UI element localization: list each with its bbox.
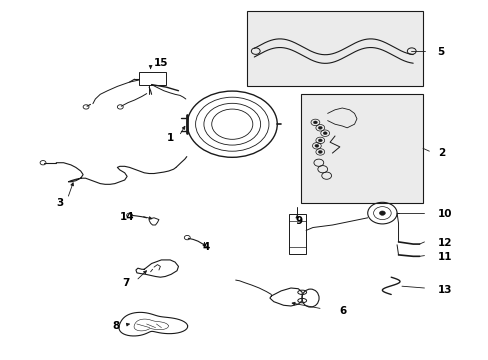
Text: 2: 2 bbox=[437, 148, 444, 158]
Text: 7: 7 bbox=[122, 278, 129, 288]
Text: 14: 14 bbox=[120, 212, 134, 222]
Bar bbox=[300, 94, 422, 203]
Circle shape bbox=[379, 211, 385, 215]
Circle shape bbox=[323, 132, 326, 135]
Circle shape bbox=[313, 121, 317, 124]
Text: 10: 10 bbox=[437, 209, 451, 219]
Circle shape bbox=[314, 144, 318, 147]
Text: 11: 11 bbox=[437, 252, 451, 262]
Text: 8: 8 bbox=[112, 321, 120, 331]
Circle shape bbox=[318, 150, 322, 153]
Circle shape bbox=[318, 126, 322, 129]
Text: 15: 15 bbox=[154, 58, 168, 68]
Text: 9: 9 bbox=[295, 216, 303, 226]
Bar bbox=[139, 72, 166, 85]
Circle shape bbox=[318, 139, 322, 142]
Text: 5: 5 bbox=[437, 47, 444, 57]
Text: 13: 13 bbox=[437, 285, 451, 295]
Bar bbox=[246, 11, 422, 86]
Text: 6: 6 bbox=[339, 306, 346, 316]
Text: 1: 1 bbox=[166, 132, 173, 143]
Text: 3: 3 bbox=[56, 198, 63, 208]
Bar bbox=[288, 214, 305, 254]
Text: 4: 4 bbox=[203, 242, 210, 252]
Text: 12: 12 bbox=[437, 238, 451, 248]
